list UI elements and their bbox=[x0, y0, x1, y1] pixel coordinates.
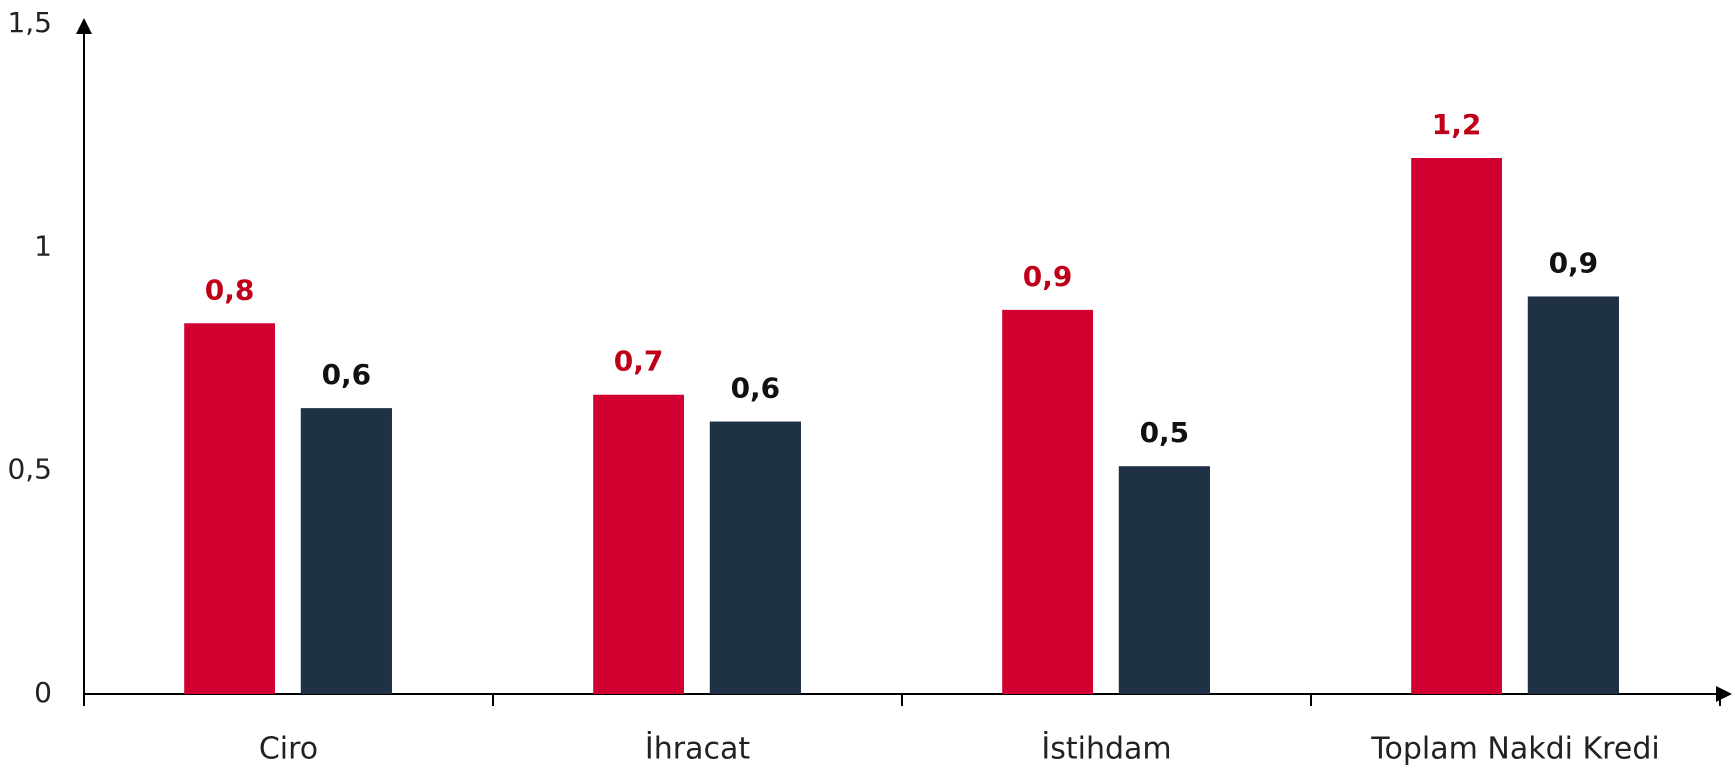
x-tick-label: Toplam Nakdi Kredi bbox=[1370, 732, 1659, 767]
bar bbox=[184, 323, 276, 694]
bar bbox=[300, 408, 392, 694]
bar bbox=[593, 394, 685, 694]
x-tick-label: Ciro bbox=[259, 732, 318, 767]
bar bbox=[709, 421, 801, 694]
value-label: 1,2 bbox=[1432, 108, 1482, 141]
x-tick-label: İhracat bbox=[645, 731, 750, 767]
bar bbox=[1118, 466, 1210, 694]
x-tick-label: İstihdam bbox=[1041, 731, 1171, 767]
bar bbox=[1527, 296, 1619, 694]
value-label: 0,9 bbox=[1549, 246, 1599, 279]
value-label: 0,6 bbox=[731, 372, 781, 405]
y-tick-label: 0 bbox=[34, 676, 52, 709]
bar bbox=[1411, 158, 1503, 694]
value-label: 0,7 bbox=[614, 345, 664, 378]
bar bbox=[1002, 309, 1094, 694]
y-tick-label: 1,5 bbox=[7, 6, 52, 39]
value-label: 0,8 bbox=[205, 273, 255, 306]
y-tick-label: 1 bbox=[34, 229, 52, 262]
value-label: 0,9 bbox=[1023, 260, 1073, 293]
y-tick-label: 0,5 bbox=[7, 453, 52, 486]
value-label: 0,6 bbox=[322, 358, 372, 391]
value-label: 0,5 bbox=[1140, 416, 1190, 449]
